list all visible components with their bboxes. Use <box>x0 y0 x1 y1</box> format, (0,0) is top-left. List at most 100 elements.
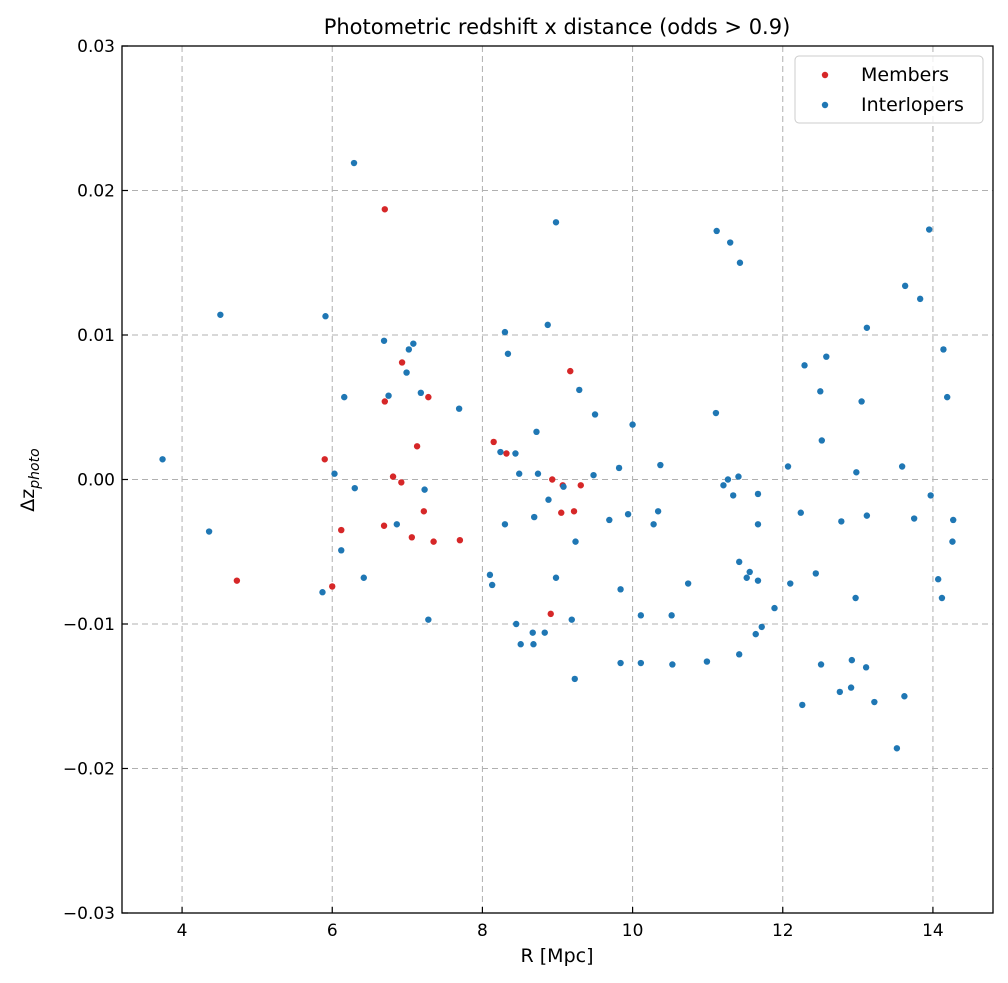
point-members <box>558 509 565 516</box>
x-tick-label: 10 <box>622 921 644 941</box>
point-interlopers <box>615 464 623 472</box>
point-interlopers <box>497 448 504 456</box>
point-interlopers <box>552 574 560 581</box>
y-axis-label-subscript: photo <box>27 448 43 489</box>
point-interlopers <box>385 392 392 399</box>
legend-label-members: Members <box>861 64 949 86</box>
legend: Members Interlopers <box>794 55 984 124</box>
x-tick-label: 4 <box>177 921 188 941</box>
point-interlopers <box>341 393 348 401</box>
point-interlopers <box>380 337 388 344</box>
y-tick-label: 0.01 <box>77 326 115 346</box>
point-interlopers <box>512 450 519 457</box>
y-tick-label: 0.02 <box>77 182 115 202</box>
point-interlopers <box>724 476 732 483</box>
point-interlopers <box>534 470 542 477</box>
point-interlopers <box>393 521 401 528</box>
point-interlopers <box>319 589 326 596</box>
y-tick-label: 0.03 <box>77 37 115 57</box>
point-interlopers <box>205 528 213 535</box>
point-interlopers <box>544 321 551 329</box>
point-members <box>490 438 497 446</box>
point-interlopers <box>838 518 845 525</box>
axis-ticks: 4 6 8 10 12 14 −0.03 −0.02 −0.01 0.00 0.01 0.02 0.03 <box>63 37 944 941</box>
point-interlopers <box>606 516 613 524</box>
point-members <box>380 522 388 529</box>
point-interlopers <box>853 469 860 476</box>
point-interlopers <box>901 693 908 700</box>
point-interlopers <box>405 346 413 353</box>
legend-label-interlopers: Interlopers <box>861 94 964 116</box>
point-interlopers <box>576 386 583 394</box>
y-axis-label-main: Δz <box>17 489 39 512</box>
y-axis-label: Δzphoto <box>17 448 43 511</box>
point-interlopers <box>713 227 720 235</box>
point-interlopers <box>801 362 808 369</box>
point-interlopers <box>403 369 410 376</box>
point-members <box>549 476 556 483</box>
point-interlopers <box>916 295 924 303</box>
point-interlopers <box>949 538 956 545</box>
point-interlopers <box>617 586 624 593</box>
point-interlopers <box>927 492 934 499</box>
point-interlopers <box>871 698 878 706</box>
point-interlopers <box>572 538 579 545</box>
point-interlopers <box>455 405 463 412</box>
point-members <box>425 393 432 401</box>
point-interlopers <box>863 324 871 331</box>
point-members <box>233 577 241 584</box>
x-tick-label: 6 <box>327 921 338 941</box>
point-interlopers <box>568 616 575 623</box>
point-interlopers <box>421 486 428 493</box>
point-interlopers <box>862 664 870 671</box>
point-interlopers <box>799 701 806 709</box>
point-interlopers <box>812 570 819 577</box>
point-interlopers <box>504 350 512 357</box>
point-interlopers <box>940 346 947 353</box>
legend-marker-members <box>821 71 829 79</box>
point-interlopers <box>950 516 957 524</box>
point-members <box>567 367 574 375</box>
point-interlopers <box>322 313 329 320</box>
point-interlopers <box>752 630 759 638</box>
point-interlopers <box>730 492 737 499</box>
point-interlopers <box>657 461 664 469</box>
point-interlopers <box>736 259 744 266</box>
point-interlopers <box>501 521 509 528</box>
point-interlopers <box>736 651 743 658</box>
point-interlopers <box>350 159 358 167</box>
point-interlopers <box>743 574 750 581</box>
chart-title: Photometric redshift x distance (odds > … <box>324 15 791 39</box>
point-interlopers <box>684 580 692 587</box>
point-members <box>398 359 406 366</box>
point-members <box>413 443 421 450</box>
y-tick-label: −0.03 <box>63 904 115 924</box>
point-members <box>381 398 389 405</box>
point-interlopers <box>863 512 871 519</box>
point-members <box>329 583 336 590</box>
point-interlopers <box>533 428 540 436</box>
point-members <box>389 473 397 480</box>
grid-lines <box>122 46 993 913</box>
point-interlopers <box>754 490 762 498</box>
point-interlopers <box>159 456 166 463</box>
point-interlopers <box>488 581 496 589</box>
point-interlopers <box>797 509 804 516</box>
point-members <box>420 508 428 515</box>
point-interlopers <box>417 389 425 396</box>
point-interlopers <box>898 463 906 470</box>
point-interlopers <box>823 353 830 360</box>
point-interlopers <box>331 470 338 477</box>
y-tick-label: 0.00 <box>77 471 115 491</box>
point-members <box>398 479 405 486</box>
x-tick-label: 12 <box>772 921 794 941</box>
point-interlopers <box>703 658 711 665</box>
point-interlopers <box>552 219 560 226</box>
point-interlopers <box>758 623 765 631</box>
point-interlopers <box>818 437 826 444</box>
point-interlopers <box>545 496 552 503</box>
point-members <box>503 450 510 457</box>
point-interlopers <box>668 612 675 619</box>
point-interlopers <box>624 510 632 518</box>
